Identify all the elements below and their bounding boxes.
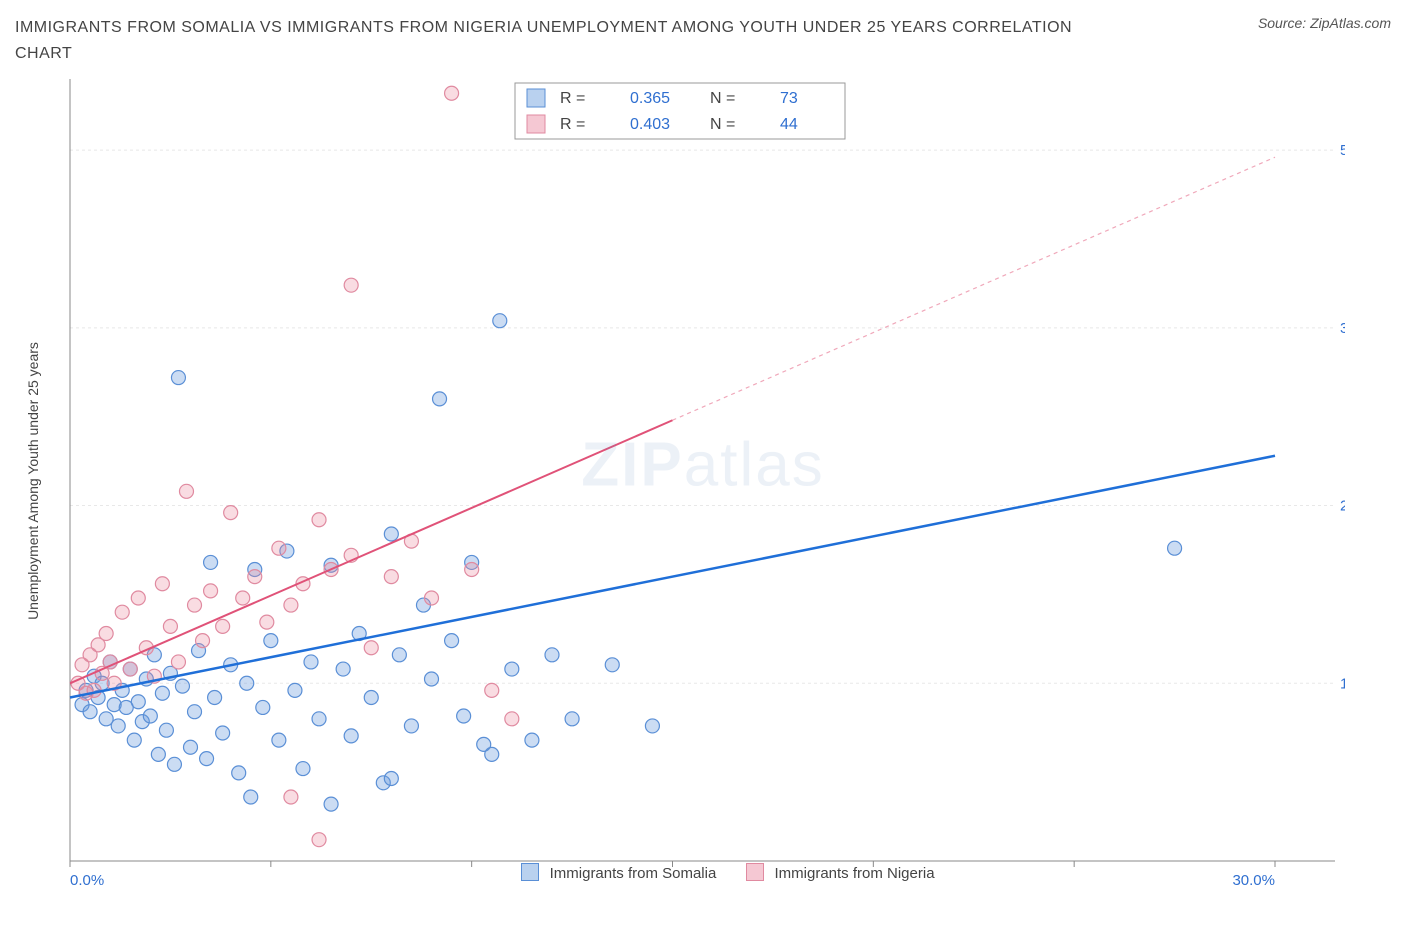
chart-title: IMMIGRANTS FROM SOMALIA VS IMMIGRANTS FR…: [15, 15, 1115, 66]
scatter-chart: 12.5% 25.0% 37.5% 50.0% 0.0% 30.0% R = 0.365 N =…: [15, 71, 1345, 891]
chart-container: Unemployment Among Youth under 25 years …: [15, 71, 1391, 891]
svg-text:25.0%: 25.0%: [1340, 498, 1345, 515]
source-label: Source: ZipAtlas.com: [1258, 15, 1391, 31]
svg-text:12.5%: 12.5%: [1340, 675, 1345, 692]
svg-text:37.5%: 37.5%: [1340, 320, 1345, 337]
svg-text:0.0%: 0.0%: [70, 872, 104, 889]
svg-text:R =: R =: [560, 90, 585, 107]
svg-text:0.365: 0.365: [630, 90, 670, 107]
svg-text:73: 73: [780, 90, 798, 107]
svg-text:0.403: 0.403: [630, 116, 670, 133]
svg-text:50.0%: 50.0%: [1340, 142, 1345, 159]
svg-text:44: 44: [780, 116, 798, 133]
svg-text:N =: N =: [710, 90, 735, 107]
svg-text:R =: R =: [560, 116, 585, 133]
y-axis-label: Unemployment Among Youth under 25 years: [25, 342, 41, 620]
svg-text:30.0%: 30.0%: [1232, 872, 1275, 889]
svg-text:N =: N =: [710, 116, 735, 133]
